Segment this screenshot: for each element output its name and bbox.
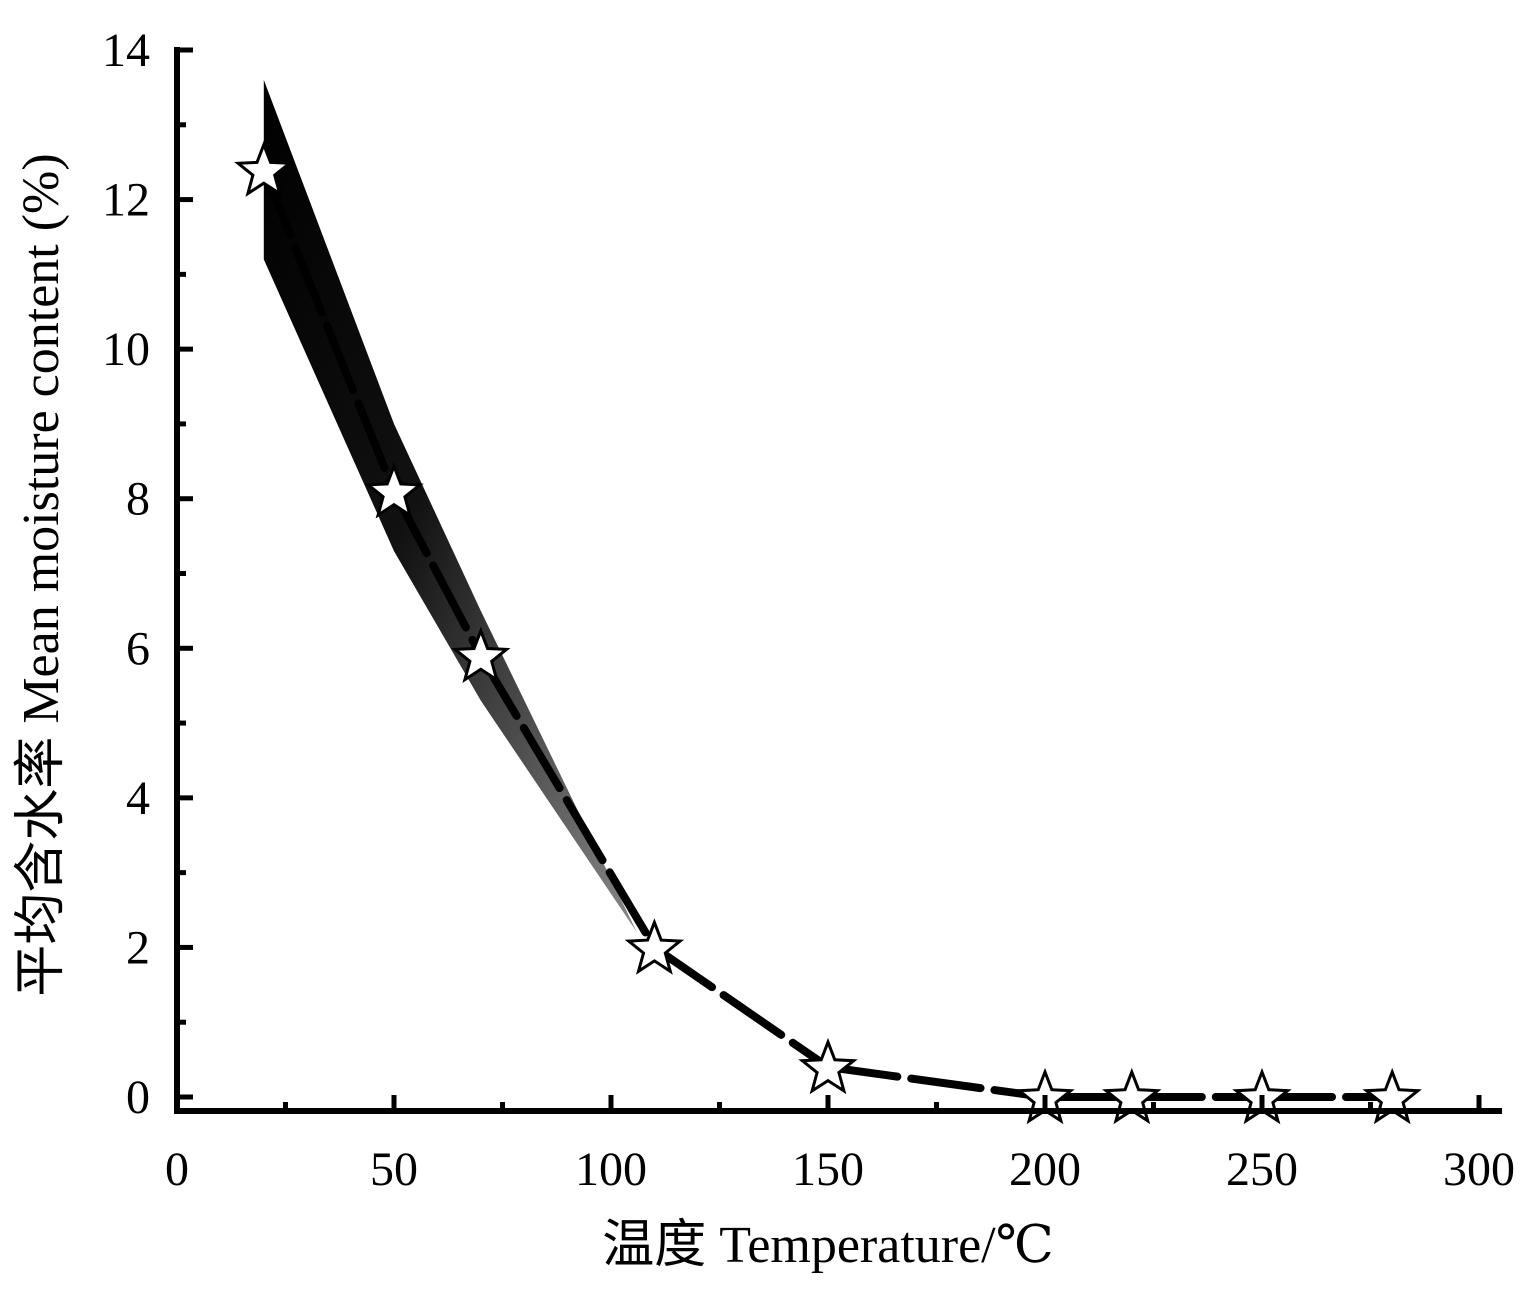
y-axis-title: 平均含水率 Mean moisture content (%) [13, 153, 70, 996]
data-point-star [364, 462, 424, 519]
data-point-star [451, 626, 511, 683]
series-segment [259, 165, 398, 496]
ticks [174, 47, 1482, 1111]
x-tick-label: 0 [165, 1143, 189, 1196]
x-axis-title: 温度 Temperature/℃ [602, 1217, 1054, 1274]
y-tick-label: 10 [102, 323, 150, 376]
series-segment [390, 487, 485, 660]
y-tick-label: 12 [102, 174, 150, 227]
y-tick-label: 4 [126, 772, 150, 825]
tick-labels: 0 50 100 150 200 250 300 0 2 4 6 8 10 12 14 [102, 24, 1515, 1196]
series-segment [476, 651, 659, 952]
series-markers [234, 140, 1422, 1125]
y-tick-label: 2 [126, 921, 150, 974]
x-tick-label: 50 [370, 1143, 418, 1196]
x-tick-label: 100 [575, 1143, 647, 1196]
confidence-band [263, 79, 638, 933]
data-point-star [798, 1037, 858, 1095]
x-tick-label: 150 [792, 1143, 864, 1196]
y-tick-label: 8 [126, 473, 150, 526]
series-segment [650, 943, 832, 1072]
y-tick-label: 14 [102, 24, 150, 77]
data-point-star [624, 918, 685, 975]
y-tick-label: 6 [126, 622, 150, 675]
error-band [263, 79, 638, 933]
x-tick-label: 250 [1226, 1143, 1298, 1196]
series-segment [824, 1063, 1049, 1101]
series-line [259, 165, 1397, 1101]
data-point-star [234, 140, 294, 197]
x-tick-label: 300 [1443, 1143, 1515, 1196]
x-tick-label: 200 [1009, 1143, 1081, 1196]
y-tick-label: 0 [126, 1071, 150, 1124]
axes [174, 47, 1502, 1114]
